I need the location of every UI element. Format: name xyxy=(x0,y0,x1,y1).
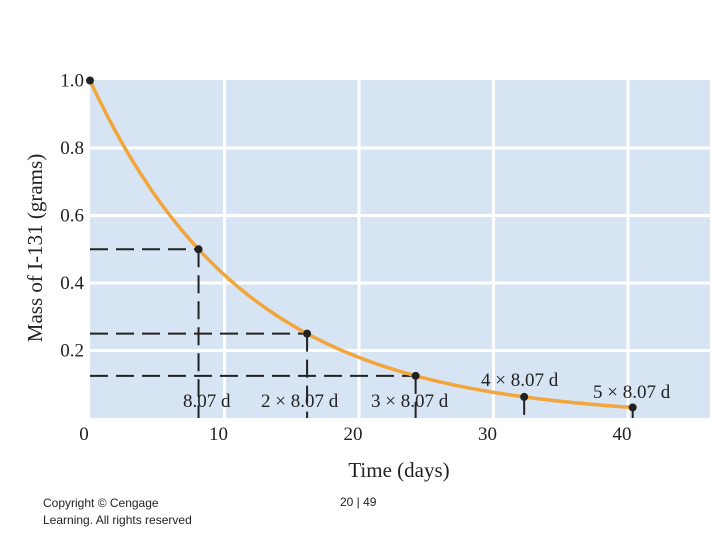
y-tick-label-0: 1.0 xyxy=(60,71,84,92)
x-tick-label-0: 0 xyxy=(79,424,89,445)
annotation-3: 3 × 8.07 d xyxy=(371,391,449,412)
data-point-3 xyxy=(411,371,420,380)
data-point-1 xyxy=(194,245,203,254)
data-point-5 xyxy=(628,403,637,412)
y-tick-label-1: 0.8 xyxy=(60,138,84,159)
annotation-1: 8.07 d xyxy=(183,391,231,412)
page-number: 20 | 49 xyxy=(340,495,377,509)
x-tick-label-4: 40 xyxy=(613,424,632,445)
half-life-guides xyxy=(90,248,634,418)
x-tick-label-1: 10 xyxy=(209,424,228,445)
copyright-notice: Copyright © Cengage Learning. All rights… xyxy=(43,496,192,527)
data-points xyxy=(86,76,637,412)
y-tick-label-4: 0.2 xyxy=(60,341,84,362)
annotation-4: 4 × 8.07 d xyxy=(481,370,559,391)
annotation-5: 5 × 8.07 d xyxy=(593,382,671,403)
y-tick-label-2: 0.6 xyxy=(60,206,84,227)
plot-area xyxy=(90,80,710,418)
annotation-2: 2 × 8.07 d xyxy=(261,391,339,412)
x-tick-label-3: 30 xyxy=(478,424,497,445)
grid-lines xyxy=(90,80,710,418)
data-point-0 xyxy=(86,76,94,85)
data-point-2 xyxy=(303,329,312,338)
decay-curve xyxy=(88,79,632,410)
x-axis-label: Time (days) xyxy=(348,458,449,482)
y-tick-labels: 1.0 0.8 0.6 0.4 0.2 xyxy=(60,71,84,362)
y-axis-label: Mass of I-131 (grams) xyxy=(23,154,47,342)
x-tick-labels: 0 10 20 30 40 xyxy=(79,424,631,445)
x-tick-label-2: 20 xyxy=(344,424,363,445)
y-tick-label-3: 0.4 xyxy=(60,273,84,294)
data-point-4 xyxy=(520,392,529,401)
